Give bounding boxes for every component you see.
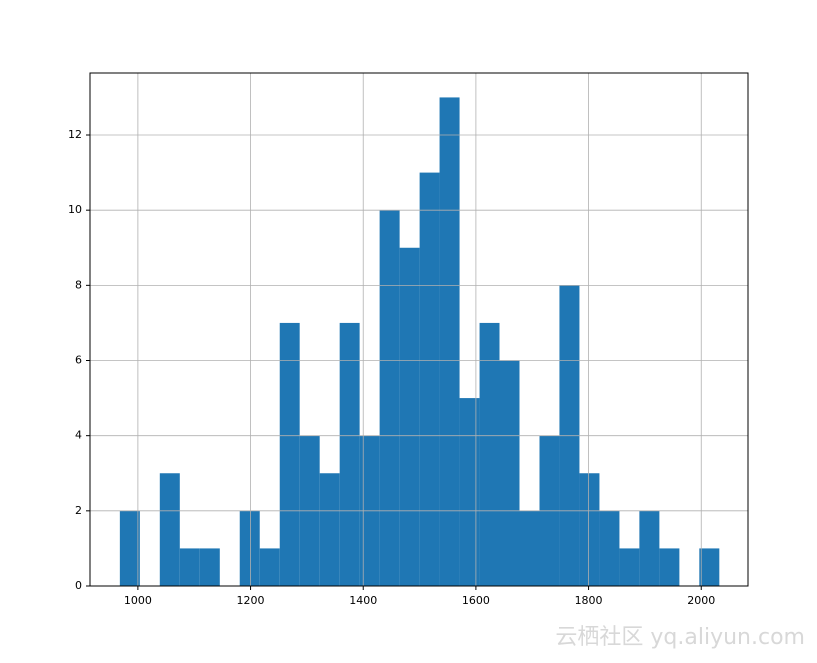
bar <box>699 548 720 586</box>
x-tick-label: 1600 <box>462 594 490 607</box>
bar <box>159 473 180 586</box>
bar <box>599 510 620 586</box>
bar <box>239 510 260 586</box>
x-tick-label: 1800 <box>575 594 603 607</box>
x-tick-label: 1400 <box>349 594 377 607</box>
bar <box>619 548 640 586</box>
bar <box>579 473 600 586</box>
bar <box>519 510 540 586</box>
y-tick-label: 4 <box>75 429 82 442</box>
x-tick-label: 2000 <box>687 594 715 607</box>
bar <box>479 322 500 586</box>
bar <box>339 322 360 586</box>
bar <box>119 510 140 586</box>
bar <box>259 548 280 586</box>
bar <box>659 548 680 586</box>
bar <box>499 360 520 586</box>
y-tick-label: 8 <box>75 278 82 291</box>
bar <box>419 172 440 587</box>
x-tick-label: 1000 <box>124 594 152 607</box>
bar <box>439 97 460 586</box>
bar <box>399 247 420 586</box>
bar <box>319 473 340 586</box>
y-tick-label: 6 <box>75 354 82 367</box>
bar <box>639 510 660 586</box>
y-tick-label: 12 <box>68 128 82 141</box>
bar <box>279 322 300 586</box>
bar <box>459 398 480 586</box>
bar <box>179 548 200 586</box>
y-tick-label: 10 <box>68 203 82 216</box>
x-tick-label: 1200 <box>237 594 265 607</box>
plot-frame <box>89 72 749 587</box>
watermark: 云栖社区 yq.aliyun.com <box>555 625 805 650</box>
bar <box>199 548 220 586</box>
y-tick-label: 0 <box>75 579 82 592</box>
bar <box>379 210 400 586</box>
y-tick-label: 2 <box>75 504 82 517</box>
